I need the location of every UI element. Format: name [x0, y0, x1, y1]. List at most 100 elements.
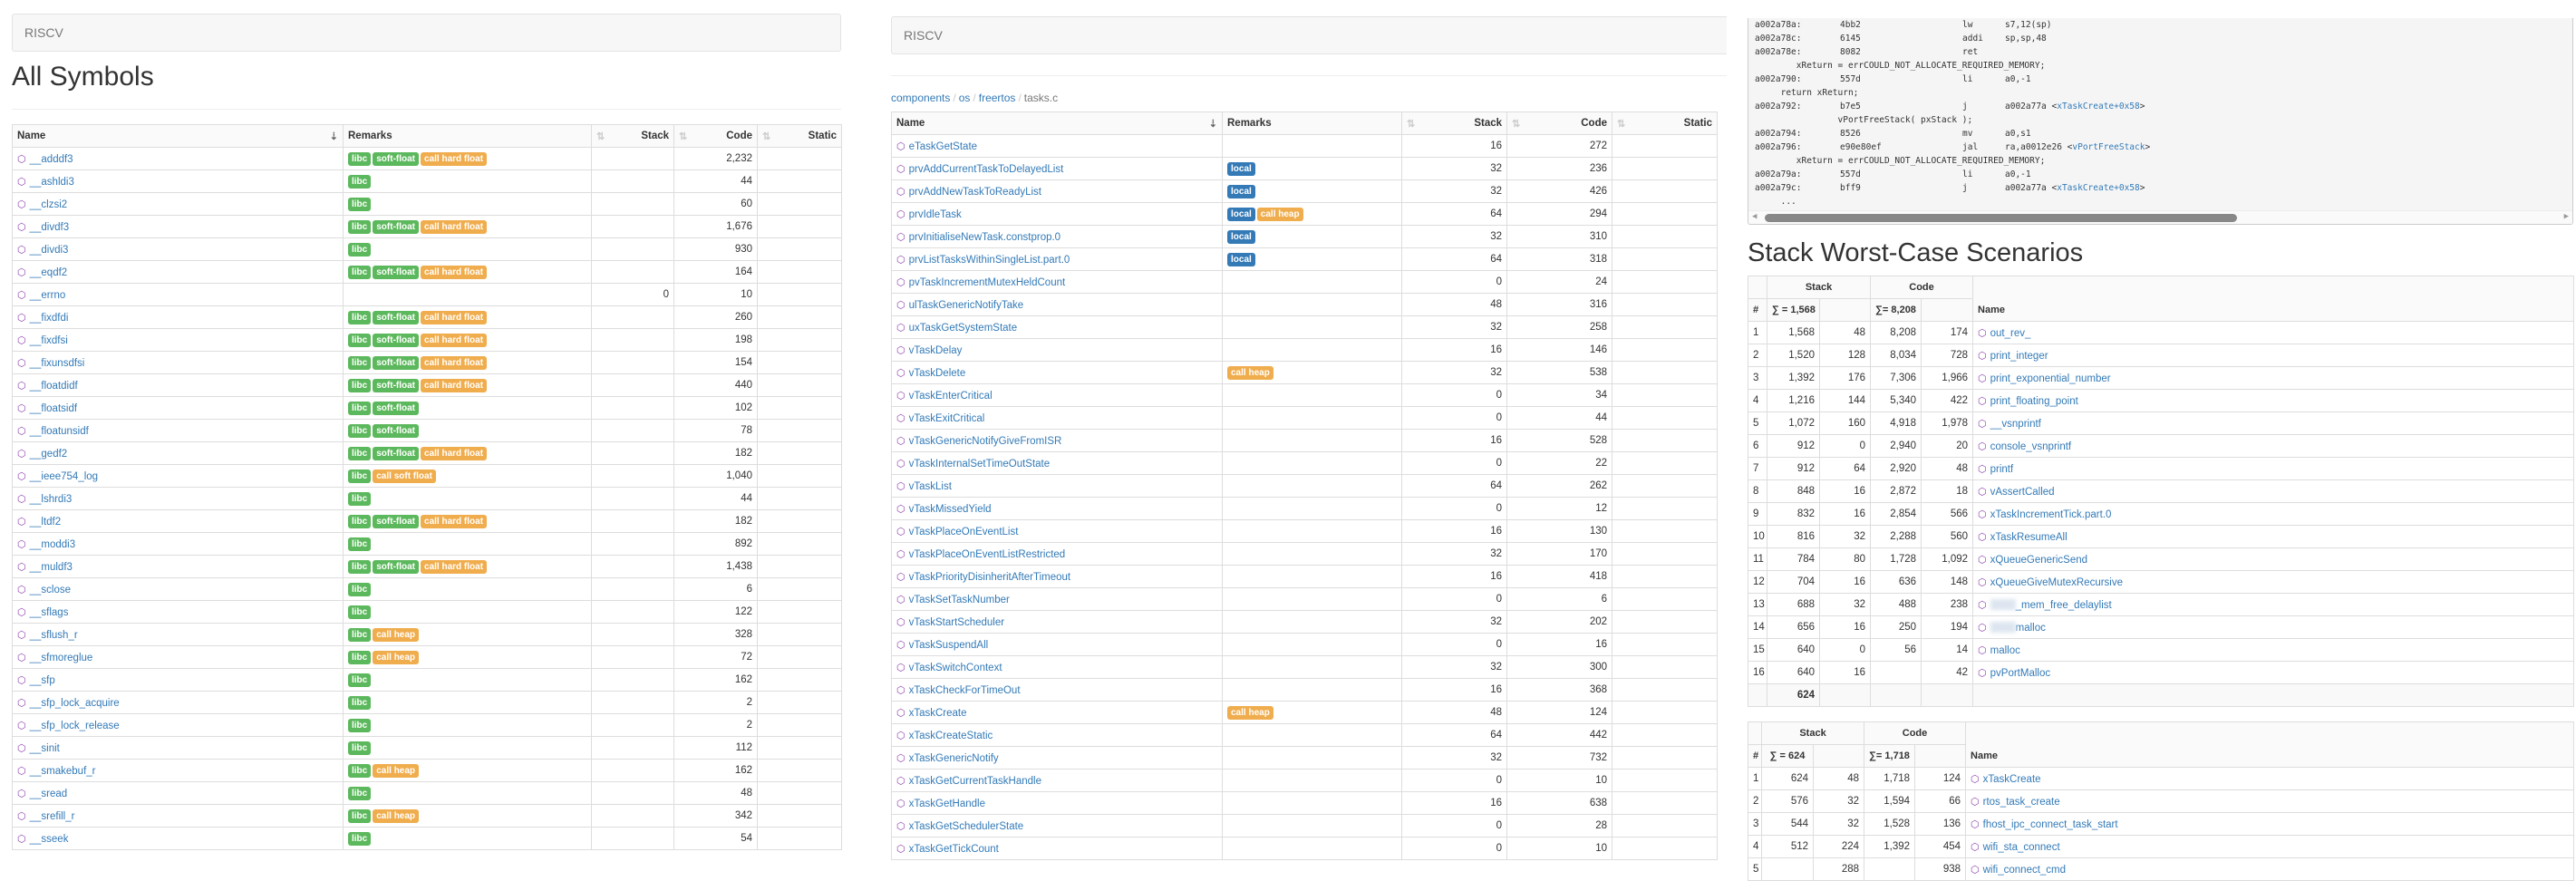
symbol-link[interactable]: pvPortMalloc	[1990, 667, 2051, 679]
symbol-link[interactable]: xTaskGetHandle	[908, 798, 985, 809]
navbar-brand[interactable]: RISCV	[12, 14, 841, 52]
symbol-link[interactable]: printf	[1990, 463, 2014, 475]
symbol-link[interactable]: __muldf3	[29, 561, 73, 573]
column-header-code[interactable]: ⇅ Code	[673, 124, 758, 148]
symbol-link[interactable]: __divdi3	[29, 244, 69, 256]
symbol-link[interactable]: wifi_sta_connect	[1982, 841, 2060, 853]
symbol-link[interactable]: __srefill_r	[29, 810, 75, 822]
symbol-link[interactable]: xTaskCreate	[908, 707, 967, 719]
symbol-link[interactable]: __adddf3	[29, 153, 73, 165]
sort-alpha-icon[interactable]: ⇣	[329, 131, 338, 142]
symbol-link[interactable]: __clzsi2	[29, 198, 68, 210]
symbol-link[interactable]: print_floating_point	[1990, 395, 2078, 407]
sort-icon[interactable]: ⇅	[679, 131, 688, 142]
symbol-link[interactable]: _mem_free_delaylist	[2015, 599, 2112, 611]
symbol-link[interactable]: __moddi3	[29, 538, 76, 550]
symbol-link[interactable]: xTaskResumeAll	[1990, 531, 2068, 543]
symbol-link[interactable]: vTaskSwitchContext	[908, 662, 1002, 673]
symbol-link[interactable]: __fixdfdi	[29, 312, 69, 324]
symbol-link[interactable]: console_vsnprintf	[1990, 440, 2072, 452]
symbol-link[interactable]: xTaskGetCurrentTaskHandle	[908, 775, 1041, 787]
sort-icon[interactable]: ⇅	[1617, 119, 1626, 130]
symbol-link[interactable]: out_rev_	[1990, 327, 2031, 339]
symbol-link[interactable]: __vsnprintf	[1990, 418, 2041, 430]
symbol-link[interactable]: xTaskGenericNotify	[908, 752, 999, 764]
symbol-link[interactable]: wifi_connect_cmd	[1982, 864, 2067, 876]
symbol-link[interactable]: vTaskInternalSetTimeOutState	[908, 458, 1051, 470]
symbol-link[interactable]: eTaskGetState	[908, 140, 978, 152]
sort-icon[interactable]: ⇅	[1512, 119, 1521, 130]
symbol-link[interactable]: xTaskGetTickCount	[908, 843, 999, 855]
symbol-link[interactable]: prvListTasksWithinSingleList.part.0	[908, 254, 1070, 266]
symbol-link[interactable]: xTaskCreate	[1982, 773, 2041, 785]
horizontal-scrollbar[interactable]: ◀ ▶	[1748, 210, 2572, 224]
symbol-link[interactable]: __sflush_r	[29, 629, 78, 641]
column-header-static[interactable]: ⇅ Static	[757, 124, 842, 148]
breadcrumb-item-os[interactable]: os	[958, 92, 971, 104]
symbol-link[interactable]: vTaskMissedYield	[908, 503, 992, 515]
column-header-stack[interactable]: ⇅ Stack	[591, 124, 674, 148]
symbol-link[interactable]: __gedf2	[29, 448, 68, 460]
symbol-link[interactable]: __sfmoreglue	[29, 652, 93, 663]
navbar-brand[interactable]: RISCV	[891, 16, 1727, 54]
symbol-link[interactable]: __sclose	[29, 584, 71, 595]
symbol-link[interactable]: __fixdfsi	[29, 334, 68, 346]
symbol-link[interactable]: vTaskDelay	[908, 344, 963, 356]
symbol-link[interactable]: __eqdf2	[29, 266, 68, 278]
symbol-link[interactable]: __fixunsdfsi	[29, 357, 85, 369]
symbol-link[interactable]: __floatdidf	[29, 380, 78, 392]
symbol-link[interactable]: vTaskEnterCritical	[908, 390, 993, 402]
symbol-link[interactable]: xTaskCreate+0x58	[2057, 183, 2140, 193]
symbol-link[interactable]: __floatunsidf	[29, 425, 89, 437]
breadcrumb-item-freertos[interactable]: freertos	[978, 92, 1016, 104]
sort-alpha-icon[interactable]: ⇣	[1208, 119, 1217, 130]
symbol-link[interactable]: __sfp	[29, 674, 55, 686]
symbol-link[interactable]: xQueueGenericSend	[1990, 554, 2088, 566]
symbol-link[interactable]: malloc	[2015, 622, 2046, 634]
symbol-link[interactable]: prvIdleTask	[908, 208, 962, 220]
symbol-link[interactable]: __sfp_lock_release	[29, 720, 120, 731]
symbol-link[interactable]: vPortFreeStack	[2072, 142, 2145, 152]
scroll-right-icon[interactable]: ▶	[2563, 212, 2569, 221]
symbol-link[interactable]: vTaskPlaceOnEventListRestricted	[908, 548, 1066, 560]
symbol-link[interactable]: __ieee754_log	[29, 470, 99, 482]
symbol-link[interactable]: vTaskExitCritical	[908, 412, 985, 424]
symbol-link[interactable]: xQueueGiveMutexRecursive	[1990, 576, 2123, 588]
symbol-link[interactable]: __errno	[29, 289, 66, 301]
symbol-link[interactable]: __floatsidf	[29, 402, 78, 414]
symbol-link[interactable]: prvInitialiseNewTask.constprop.0	[908, 231, 1061, 243]
symbol-link[interactable]: vTaskList	[908, 480, 952, 492]
column-header-name[interactable]: ⇣ Name	[891, 111, 1223, 135]
symbol-link[interactable]: prvAddCurrentTaskToDelayedList	[908, 163, 1064, 175]
symbol-link[interactable]: __ashldi3	[29, 176, 74, 188]
symbol-link[interactable]: xTaskGetSchedulerState	[908, 820, 1024, 832]
column-header-code[interactable]: ⇅ Code	[1506, 111, 1612, 135]
symbol-link[interactable]: prvAddNewTaskToReadyList	[908, 186, 1041, 198]
symbol-link[interactable]: xTaskCreateStatic	[908, 730, 993, 741]
scroll-left-icon[interactable]: ◀	[1752, 212, 1758, 221]
symbol-link[interactable]: __sfp_lock_acquire	[29, 697, 120, 709]
column-header-stack[interactable]: ⇅ Stack	[1401, 111, 1507, 135]
sort-icon[interactable]: ⇅	[762, 131, 771, 142]
symbol-link[interactable]: rtos_task_create	[1982, 796, 2060, 808]
symbol-link[interactable]: xTaskCreate+0x58	[2057, 102, 2140, 111]
symbol-link[interactable]: __smakebuf_r	[29, 765, 96, 777]
symbol-link[interactable]: __sinit	[29, 742, 60, 754]
symbol-link[interactable]: __sseek	[29, 833, 69, 845]
symbol-link[interactable]: vAssertCalled	[1990, 486, 2055, 498]
sort-icon[interactable]: ⇅	[1407, 119, 1416, 130]
symbol-link[interactable]: vTaskGenericNotifyGiveFromISR	[908, 435, 1062, 447]
symbol-link[interactable]: fhost_ipc_connect_task_start	[1982, 818, 2118, 830]
column-header-remarks[interactable]: Remarks	[1222, 111, 1402, 135]
breadcrumb-item-components[interactable]: components	[891, 92, 951, 104]
scrollbar-thumb[interactable]	[1765, 214, 2237, 222]
symbol-link[interactable]: print_integer	[1990, 350, 2048, 362]
symbol-link[interactable]: vTaskPlaceOnEventList	[908, 526, 1019, 537]
symbol-link[interactable]: vTaskSetTaskNumber	[908, 594, 1010, 605]
symbol-link[interactable]: __ltdf2	[29, 516, 62, 528]
sort-icon[interactable]: ⇅	[596, 131, 605, 142]
symbol-link[interactable]: __divdf3	[29, 221, 70, 233]
symbol-link[interactable]: print_exponential_number	[1990, 373, 2111, 384]
column-header-remarks[interactable]: Remarks	[343, 124, 592, 148]
symbol-link[interactable]: uxTaskGetSystemState	[908, 322, 1018, 334]
